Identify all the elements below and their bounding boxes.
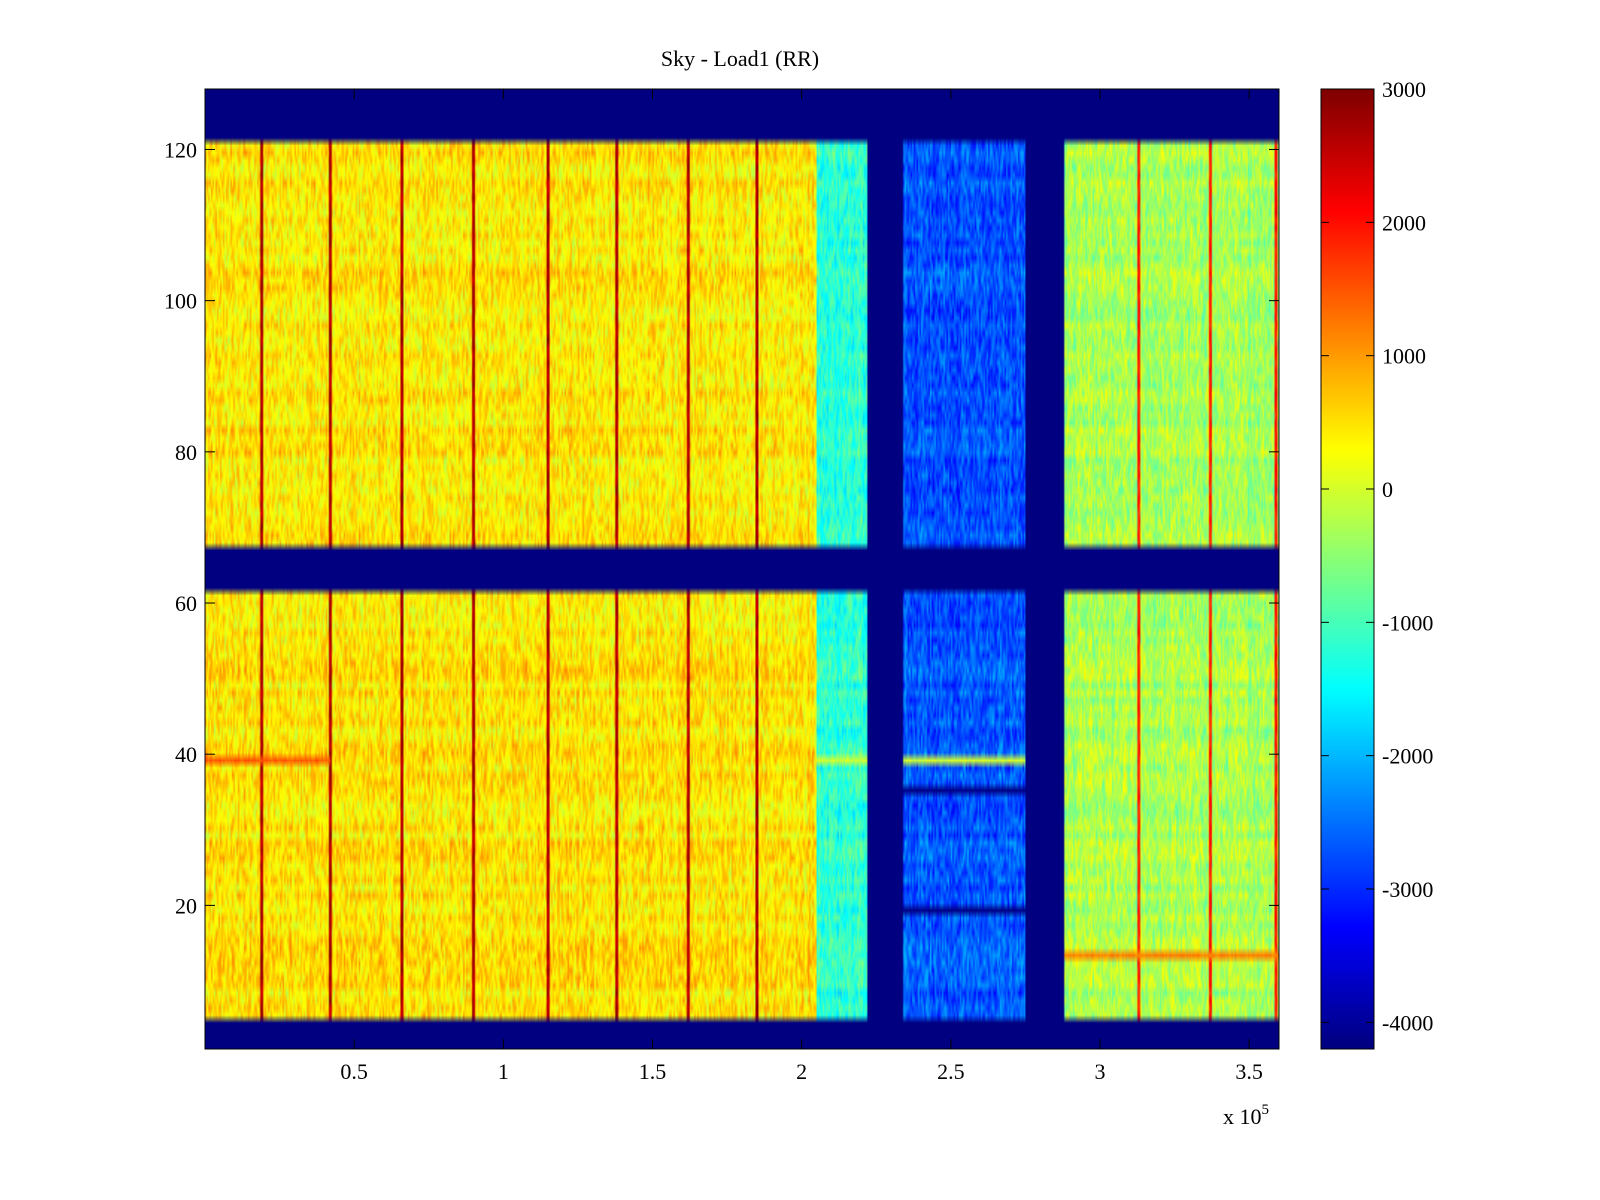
heatmap-image — [205, 89, 1279, 1049]
x-tick-label: 1.5 — [639, 1059, 667, 1084]
x-exponent-base: x 10 — [1223, 1104, 1262, 1129]
x-tick-label: 3.5 — [1235, 1059, 1263, 1084]
colorbar-tick-label: -2000 — [1382, 744, 1433, 769]
colorbar-tick-label: -4000 — [1382, 1010, 1433, 1035]
plot-frame — [204, 88, 1280, 1050]
colorbar-tick-label: 3000 — [1382, 77, 1426, 102]
heatmap-plot-area: 0.5 1 1.5 2 2.5 3 3.5 20 40 60 80 100 120 x 105 — [164, 88, 1280, 1129]
colorbar-tick-label: 0 — [1382, 477, 1393, 502]
colorbar-tick-label: -3000 — [1382, 877, 1433, 902]
y-tick-label: 20 — [175, 893, 197, 918]
x-tick-label: 2.5 — [937, 1059, 965, 1084]
x-tick-label: 2 — [796, 1059, 807, 1084]
y-tick-label: 100 — [164, 289, 197, 314]
y-tick-label: 40 — [175, 742, 197, 767]
colorbar-tick-label: 2000 — [1382, 210, 1426, 235]
y-tick-label: 120 — [164, 137, 197, 162]
x-axis-ticks: 0.5 1 1.5 2 2.5 3 3.5 — [340, 89, 1263, 1084]
colorbar-tick-label: 1000 — [1382, 344, 1426, 369]
colorbar-ticks: 3000 2000 1000 0 -1000 -2000 -3000 -4000 — [1321, 77, 1433, 1035]
y-tick-label: 60 — [175, 591, 197, 616]
x-exponent-power: 5 — [1262, 1102, 1270, 1118]
x-tick-label: 3 — [1095, 1059, 1106, 1084]
chart-title: Sky - Load1 (RR) — [661, 46, 819, 71]
x-exponent-label: x 105 — [1223, 1102, 1269, 1129]
y-tick-label: 80 — [175, 440, 197, 465]
colorbar-frame — [1320, 88, 1375, 1050]
colorbar-gradient — [1321, 89, 1374, 1049]
colorbar: 3000 2000 1000 0 -1000 -2000 -3000 -4000 — [1320, 77, 1433, 1050]
x-tick-label: 1 — [498, 1059, 509, 1084]
x-tick-label: 0.5 — [340, 1059, 368, 1084]
colorbar-tick-label: -1000 — [1382, 610, 1433, 635]
y-axis-ticks: 20 40 60 80 100 120 — [164, 137, 1279, 918]
